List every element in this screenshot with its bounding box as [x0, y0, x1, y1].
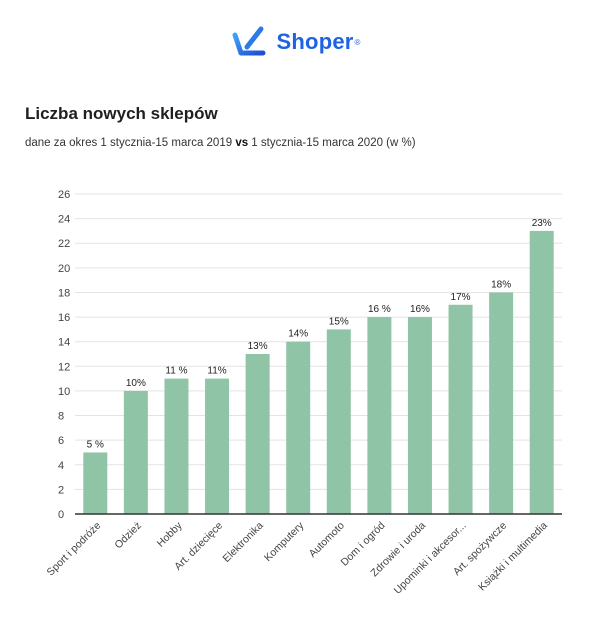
chart-title: Liczba nowych sklepów — [25, 104, 218, 123]
data-label: 18% — [491, 279, 511, 290]
data-label: 16 % — [368, 304, 391, 315]
bar — [286, 341, 311, 514]
data-label: 14% — [288, 329, 308, 340]
x-tick-label: Odzież — [112, 520, 144, 552]
y-tick-label: 18 — [58, 287, 70, 299]
bar — [489, 292, 514, 514]
y-tick-label: 8 — [58, 411, 64, 423]
x-tick-label: Automoto — [307, 520, 347, 560]
data-label: 11 % — [165, 366, 187, 377]
data-label: 16% — [410, 304, 430, 315]
x-tick-label: Książki i multimedia — [476, 520, 550, 594]
bar — [326, 329, 351, 514]
subtitle-period-2020: 1 stycznia-15 marca 2020 (w %) — [248, 137, 416, 149]
x-tick-label: Hobby — [155, 519, 185, 549]
y-tick-label: 6 — [58, 435, 64, 447]
data-label: 10% — [126, 378, 146, 389]
data-label: 17% — [451, 292, 471, 303]
registered-mark: ® — [354, 37, 361, 47]
x-tick-label: Upominki i akcesor... — [392, 520, 469, 597]
y-tick-label: 0 — [58, 509, 64, 521]
data-label: 11% — [207, 366, 226, 377]
y-tick-label: 20 — [58, 263, 70, 275]
data-label: 23% — [532, 218, 552, 229]
y-tick-label: 4 — [58, 460, 64, 472]
y-tick-label: 22 — [58, 238, 70, 250]
chart-subtitle: dane za okres 1 stycznia-15 marca 2019 v… — [25, 137, 416, 149]
y-tick-label: 14 — [58, 337, 70, 349]
bar — [529, 230, 554, 514]
brand-header: Shoper ® — [0, 22, 591, 62]
y-tick-label: 12 — [58, 361, 70, 373]
bar — [164, 378, 189, 514]
y-tick-label: 16 — [58, 312, 70, 324]
brand-logo: Shoper ® — [231, 25, 361, 59]
y-tick-label: 10 — [58, 386, 70, 398]
bar — [123, 390, 148, 514]
x-tick-label: Sport i podróże — [45, 520, 104, 579]
y-tick-label: 26 — [58, 189, 70, 201]
bar — [367, 317, 392, 514]
bar — [205, 378, 230, 514]
y-tick-label: 2 — [58, 484, 64, 496]
bar — [448, 304, 473, 514]
data-label: 5 % — [87, 439, 104, 450]
bar — [83, 452, 108, 514]
y-tick-label: 24 — [58, 214, 70, 226]
x-tick-label: Komputery — [262, 519, 307, 564]
bar — [245, 354, 270, 514]
bar — [407, 317, 432, 514]
shoper-logo-icon — [232, 26, 266, 56]
data-label: 15% — [329, 316, 349, 327]
brand-name: Shoper — [276, 29, 354, 54]
data-label: 13% — [248, 341, 268, 352]
subtitle-period-2019: dane za okres 1 stycznia-15 marca 2019 — [25, 137, 236, 149]
x-tick-label: Elektronika — [221, 520, 266, 565]
subtitle-vs: vs — [235, 137, 249, 149]
